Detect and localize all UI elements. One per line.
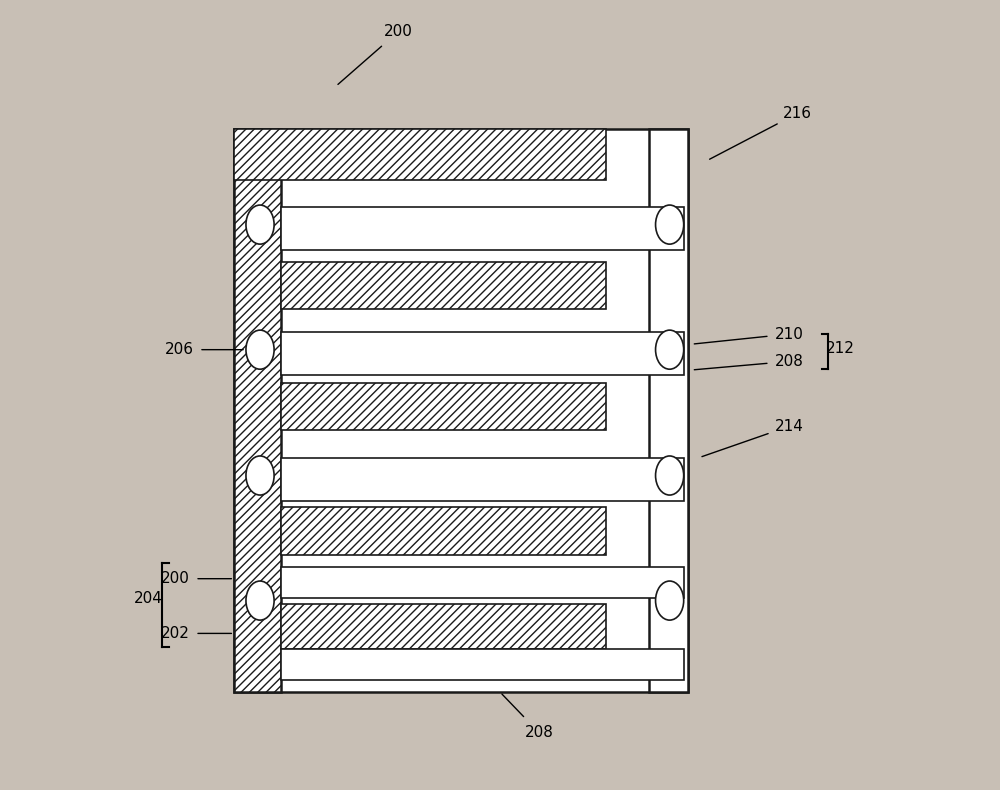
Bar <box>281 457 684 501</box>
Text: 200: 200 <box>384 24 413 39</box>
Bar <box>281 208 684 250</box>
Bar <box>234 130 281 692</box>
Bar <box>281 567 684 598</box>
Text: 212: 212 <box>826 340 854 356</box>
Bar <box>281 506 606 555</box>
Ellipse shape <box>656 456 684 495</box>
Text: 208: 208 <box>775 354 804 369</box>
Bar <box>234 130 688 692</box>
Bar <box>649 130 688 692</box>
Bar <box>281 604 606 649</box>
Bar <box>281 383 606 431</box>
Ellipse shape <box>656 581 684 620</box>
Text: 214: 214 <box>775 419 804 434</box>
Text: 216: 216 <box>783 106 812 121</box>
Ellipse shape <box>656 205 684 244</box>
Text: 210: 210 <box>775 326 804 341</box>
Ellipse shape <box>246 330 274 369</box>
Bar <box>281 262 606 309</box>
Text: 204: 204 <box>134 591 163 606</box>
Text: 200: 200 <box>161 571 190 586</box>
Bar <box>281 649 684 680</box>
Ellipse shape <box>246 205 274 244</box>
Ellipse shape <box>246 581 274 620</box>
Ellipse shape <box>246 456 274 495</box>
Bar <box>234 130 606 180</box>
Text: 202: 202 <box>161 626 190 641</box>
Text: 208: 208 <box>525 725 554 740</box>
Ellipse shape <box>656 330 684 369</box>
Bar <box>281 333 684 375</box>
Text: 206: 206 <box>165 342 194 357</box>
